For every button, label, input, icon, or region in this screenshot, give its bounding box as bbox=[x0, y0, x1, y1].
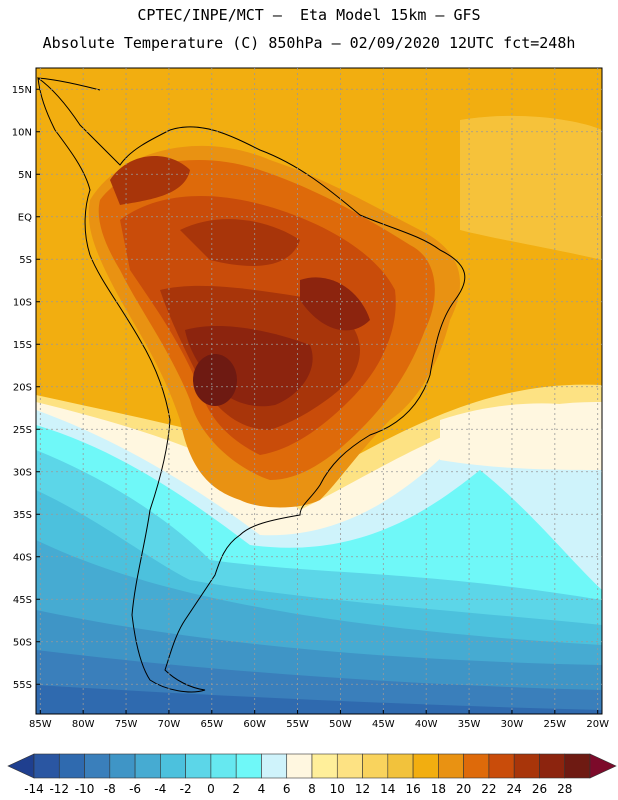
lon-label: 25W bbox=[544, 719, 567, 730]
lon-label: 20W bbox=[586, 719, 609, 730]
lon-label: 50W bbox=[329, 719, 352, 730]
lon-label: 40W bbox=[415, 719, 438, 730]
colorbar-box bbox=[33, 753, 60, 779]
colorbar-label: 16 bbox=[405, 782, 420, 796]
colorbar-label: -4 bbox=[154, 782, 166, 796]
colorbar-label: -6 bbox=[129, 782, 141, 796]
colorbar-box bbox=[134, 753, 161, 779]
colorbar-label: 6 bbox=[283, 782, 291, 796]
colorbar-box bbox=[109, 753, 136, 779]
colorbar-label: 20 bbox=[456, 782, 471, 796]
colorbar-box bbox=[311, 753, 338, 779]
coastline-south-america bbox=[37, 76, 466, 693]
field-hot-core bbox=[193, 354, 237, 406]
colorbar-label: 24 bbox=[507, 782, 522, 796]
colorbar-box bbox=[286, 753, 313, 779]
colorbar-label: 28 bbox=[557, 782, 572, 796]
lon-label: 70W bbox=[158, 719, 181, 730]
axis-ticks bbox=[36, 88, 599, 714]
coastline-central-america bbox=[37, 77, 101, 91]
lon-label: 75W bbox=[115, 719, 138, 730]
chart-title-line1: CPTEC/INPE/MCT – Eta Model 15km – GFS bbox=[137, 6, 481, 24]
colorbar-arrow-high bbox=[589, 753, 617, 779]
colorbar-box bbox=[412, 753, 439, 779]
colorbar-label: -2 bbox=[180, 782, 192, 796]
colorbar-label: -12 bbox=[49, 782, 69, 796]
colorbar-label: 22 bbox=[481, 782, 496, 796]
colorbar-box bbox=[235, 753, 262, 779]
lat-label: 10S bbox=[13, 297, 32, 308]
lat-label: 25S bbox=[13, 425, 32, 436]
colorbar-box bbox=[463, 753, 490, 779]
lat-label: 40S bbox=[13, 552, 32, 563]
colorbar-arrow-low bbox=[7, 753, 35, 779]
colorbar-label: 14 bbox=[380, 782, 395, 796]
field-patch-atlantic bbox=[460, 115, 602, 260]
colorbar-box bbox=[185, 753, 212, 779]
lat-label: 55S bbox=[13, 680, 32, 691]
map-frame bbox=[35, 67, 603, 715]
lon-label: 60W bbox=[243, 719, 266, 730]
colorbar-box bbox=[84, 753, 111, 779]
colorbar: -14 -12 -10 -8 -6 -4 -2 0 2 4 6 8 10 12 14 16 18 20 22 24 26… bbox=[7, 753, 617, 796]
colorbar-label: 8 bbox=[308, 782, 316, 796]
colorbar-label: 12 bbox=[355, 782, 370, 796]
colorbar-box bbox=[58, 753, 85, 779]
colorbar-label: -14 bbox=[24, 782, 44, 796]
lon-label: 80W bbox=[72, 719, 95, 730]
colorbar-box bbox=[362, 753, 389, 779]
lat-label: 5S bbox=[19, 255, 32, 266]
lat-label: 10N bbox=[12, 127, 32, 138]
colorbar-label: -10 bbox=[75, 782, 95, 796]
colorbar-box bbox=[564, 753, 591, 779]
field-band-m9 bbox=[36, 685, 602, 714]
lat-label: EQ bbox=[18, 212, 32, 223]
lon-label: 45W bbox=[372, 719, 395, 730]
lat-label: 45S bbox=[13, 595, 32, 606]
colorbar-box bbox=[387, 753, 414, 779]
colorbar-label: 0 bbox=[207, 782, 215, 796]
colorbar-label: -8 bbox=[104, 782, 116, 796]
chart-title-line2: Absolute Temperature (C) 850hPa – 02/09/… bbox=[42, 34, 576, 52]
colorbar-label: 4 bbox=[258, 782, 266, 796]
colorbar-box bbox=[336, 753, 363, 779]
longitude-labels: 85W 80W 75W 70W 65W 60W 55W 50W 45W 40W 35W 30W 25W 2… bbox=[29, 719, 609, 730]
lon-label: 85W bbox=[29, 719, 52, 730]
field-patch-nw bbox=[110, 156, 190, 205]
lat-label: 20S bbox=[13, 382, 32, 393]
field-patch-amazon bbox=[180, 219, 300, 266]
colorbar-box bbox=[438, 753, 464, 779]
colorbar-box bbox=[210, 753, 237, 779]
lon-label: 35W bbox=[458, 719, 481, 730]
lat-label: 50S bbox=[13, 637, 32, 648]
lat-label: 5N bbox=[18, 170, 32, 181]
lon-label: 55W bbox=[286, 719, 309, 730]
latitude-labels: 15N 10N 5N EQ 5S 10S 15S 20S 25S 30S 35S 40S 45S 50S 5… bbox=[12, 85, 32, 691]
colorbar-box bbox=[488, 753, 515, 779]
lon-label: 30W bbox=[501, 719, 524, 730]
temperature-field bbox=[36, 68, 602, 714]
lat-label: 35S bbox=[13, 510, 32, 521]
colorbar-label: 2 bbox=[232, 782, 240, 796]
colorbar-box bbox=[160, 753, 186, 779]
colorbar-box bbox=[261, 753, 288, 779]
graticule bbox=[36, 68, 602, 714]
colorbar-label: 26 bbox=[532, 782, 547, 796]
coastlines bbox=[37, 76, 466, 693]
colorbar-label: 18 bbox=[431, 782, 446, 796]
colorbar-label: 10 bbox=[330, 782, 345, 796]
colorbar-box bbox=[513, 753, 540, 779]
lat-label: 15S bbox=[13, 340, 32, 351]
lon-label: 65W bbox=[200, 719, 223, 730]
field-patch-se bbox=[440, 403, 602, 470]
lat-label: 30S bbox=[13, 467, 32, 478]
lat-label: 15N bbox=[12, 85, 32, 96]
colorbar-box bbox=[539, 753, 566, 779]
field-patch-central bbox=[300, 277, 370, 331]
